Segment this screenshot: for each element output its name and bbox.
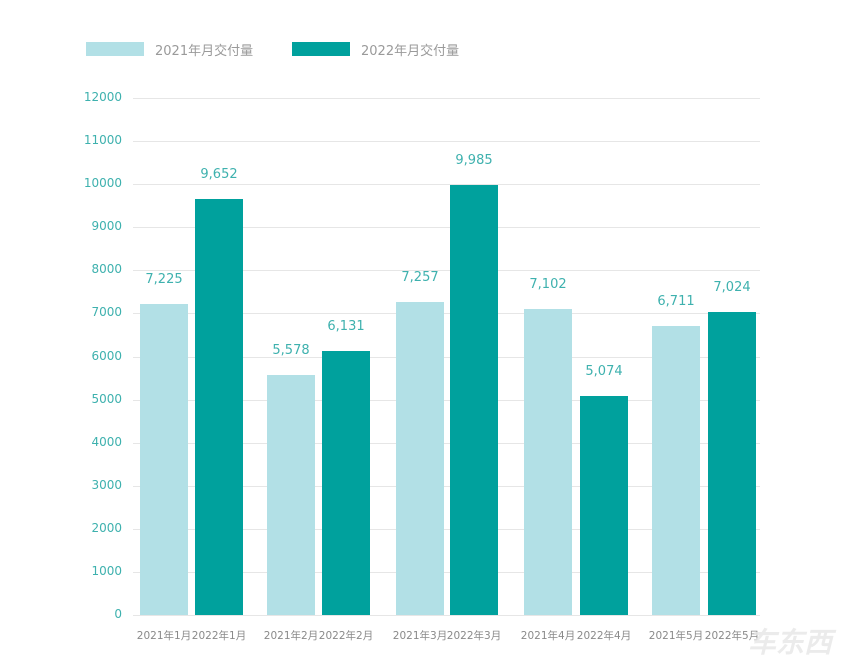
y-tick-label: 10000 bbox=[83, 176, 122, 191]
y-tick-label: 7000 bbox=[91, 305, 122, 320]
y-tick-label: 2000 bbox=[91, 520, 122, 535]
watermark: 车东西 bbox=[747, 626, 832, 659]
y-tick-label: 1000 bbox=[91, 563, 122, 578]
x-tick-label: 2022年1月 bbox=[191, 630, 247, 642]
bar-value-label: 7,225 bbox=[145, 271, 183, 287]
bar bbox=[450, 184, 498, 615]
bar-value-label: 6,131 bbox=[327, 318, 365, 334]
x-tick-label: 2021年1月 bbox=[136, 630, 192, 642]
x-tick-label: 2022年3月 bbox=[446, 630, 502, 642]
gridline bbox=[133, 442, 760, 444]
bar bbox=[708, 312, 756, 615]
bar-value-label: 9,985 bbox=[455, 152, 493, 168]
gridline bbox=[133, 141, 760, 143]
gridline bbox=[133, 399, 760, 401]
x-tick-label: 2021年5月 bbox=[648, 630, 704, 642]
legend-label-2022: 2022年月交付量 bbox=[361, 44, 460, 59]
gridline bbox=[133, 615, 760, 616]
gridline bbox=[133, 356, 760, 358]
y-tick-label: 8000 bbox=[91, 262, 122, 277]
y-tick-label: 5000 bbox=[91, 391, 122, 406]
gridline bbox=[133, 571, 760, 573]
y-tick-label: 0 bbox=[114, 607, 122, 621]
x-tick-label: 2021年2月 bbox=[263, 630, 319, 642]
bar-value-label: 7,024 bbox=[713, 280, 751, 296]
gridline bbox=[133, 270, 760, 272]
bar-value-label: 7,102 bbox=[529, 277, 567, 293]
bar bbox=[267, 374, 315, 615]
bar-value-label: 9,652 bbox=[200, 167, 238, 183]
y-tick-label: 3000 bbox=[91, 477, 122, 492]
legend-swatch-2021 bbox=[86, 42, 144, 56]
bar-value-label: 5,578 bbox=[272, 342, 310, 358]
y-tick-label: 6000 bbox=[91, 348, 122, 363]
bar-value-label: 6,711 bbox=[657, 293, 695, 309]
gridline bbox=[133, 528, 760, 530]
bar bbox=[580, 396, 628, 615]
x-tick-label: 2022年2月 bbox=[318, 630, 374, 642]
bar-value-label: 7,257 bbox=[401, 270, 439, 286]
y-tick-label: 4000 bbox=[91, 434, 122, 449]
gridline bbox=[133, 184, 760, 186]
y-tick-label: 9000 bbox=[91, 219, 122, 234]
x-tick-label: 2021年3月 bbox=[392, 630, 448, 642]
y-tick-label: 11000 bbox=[83, 133, 122, 148]
bar bbox=[322, 350, 370, 615]
y-tick-label: 12000 bbox=[83, 90, 122, 104]
bar bbox=[396, 302, 444, 615]
legend-label-2021: 2021年月交付量 bbox=[155, 44, 254, 59]
bar bbox=[195, 199, 243, 615]
gridline bbox=[133, 98, 760, 99]
x-tick-label: 2021年4月 bbox=[520, 630, 576, 642]
bar bbox=[652, 325, 700, 615]
bar bbox=[524, 309, 572, 615]
gridline bbox=[133, 227, 760, 229]
x-tick-label: 2022年4月 bbox=[576, 630, 632, 642]
bar-value-label: 5,074 bbox=[585, 364, 623, 380]
bar bbox=[140, 303, 188, 615]
legend-swatch-2022 bbox=[292, 42, 350, 56]
x-tick-label: 2022年5月 bbox=[704, 630, 760, 642]
gridline bbox=[133, 313, 760, 315]
gridline bbox=[133, 485, 760, 487]
